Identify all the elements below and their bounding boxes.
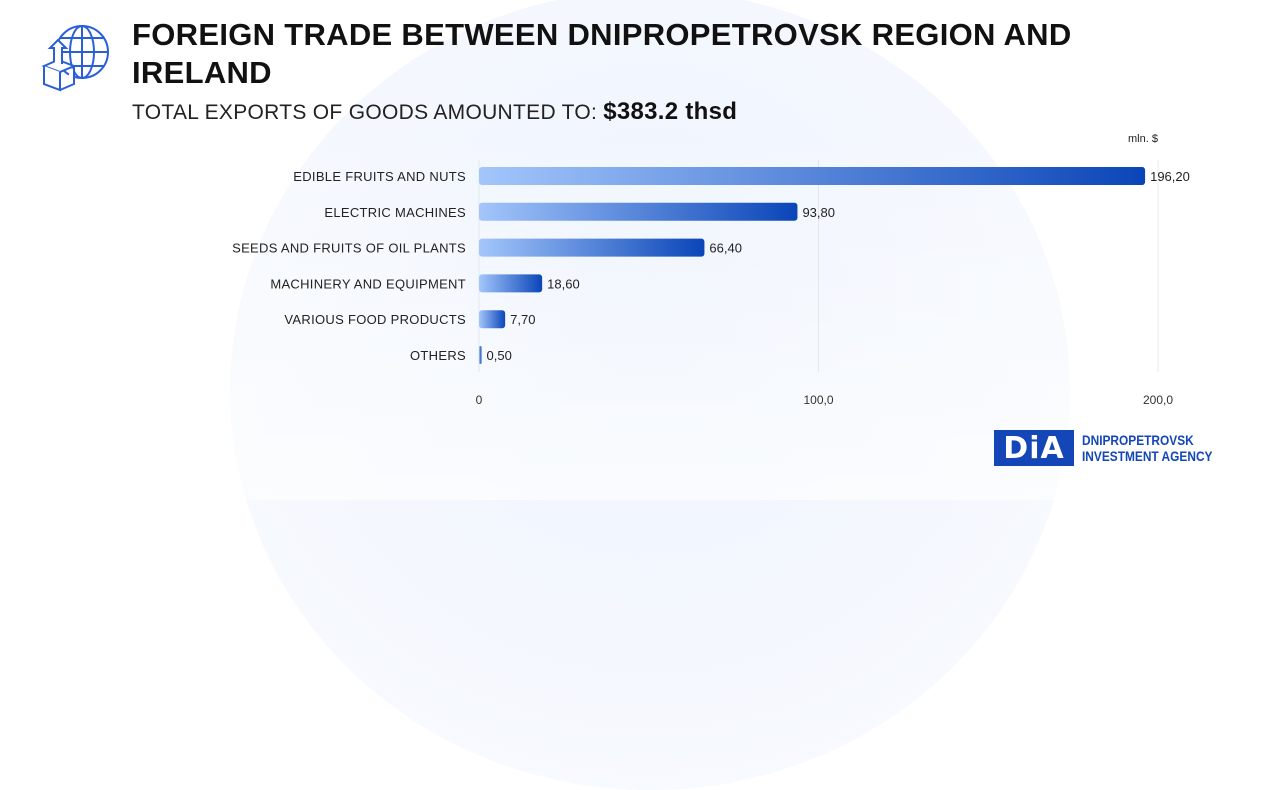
dia-logo: DiA DNIPROPETROVSK INVESTMENT AGENCY	[994, 430, 1236, 466]
x-tick-label: 200,0	[1143, 393, 1173, 407]
total-exports-value: $383.2 thsd	[603, 98, 738, 125]
brand-line1: DNIPROPETROVSK	[1082, 432, 1194, 448]
dia-logo-text: DNIPROPETROVSK INVESTMENT AGENCY	[1082, 432, 1212, 464]
category-label: OTHERS	[410, 348, 466, 363]
subtitle: TOTAL EXPORTS OF GOODS AMOUNTED TO: $383.…	[132, 98, 737, 126]
category-label: EDIBLE FRUITS AND NUTS	[293, 169, 466, 184]
category-label: VARIOUS FOOD PRODUCTS	[284, 312, 466, 327]
dia-logo-mark: DiA	[994, 430, 1074, 466]
data-label: 93,80	[802, 205, 835, 220]
globe-export-box-icon	[41, 25, 109, 92]
category-label: ELECTRIC MACHINES	[324, 205, 466, 220]
bar	[479, 274, 543, 293]
data-label: 0,50	[487, 348, 512, 363]
brand-line2: INVESTMENT AGENCY	[1082, 448, 1213, 464]
bar	[479, 346, 482, 364]
bar	[479, 202, 798, 221]
unit-label: mln. $	[1128, 133, 1158, 145]
subtitle-label: TOTAL EXPORTS OF GOODS AMOUNTED TO:	[132, 101, 598, 124]
category-label: MACHINERY AND EQUIPMENT	[270, 276, 466, 291]
data-label: 18,60	[547, 276, 580, 291]
bar	[479, 238, 705, 257]
x-tick-label: 0	[476, 393, 483, 407]
bar	[479, 167, 1146, 185]
data-label: 7,70	[510, 312, 535, 327]
bar-chart: 0 100,0 200,0 EDIBLE FRUITS AND NUTS 196,20 E…	[232, 160, 1190, 407]
category-label: SEEDS AND FRUITS OF OIL PLANTS	[232, 241, 466, 256]
data-label: 196,20	[1150, 169, 1190, 184]
x-tick-label: 100,0	[803, 393, 833, 407]
data-label: 66,40	[709, 241, 742, 256]
bar	[479, 310, 506, 329]
page-title: FOREIGN TRADE BETWEEN DNIPROPETROVSK REG…	[132, 17, 1072, 90]
